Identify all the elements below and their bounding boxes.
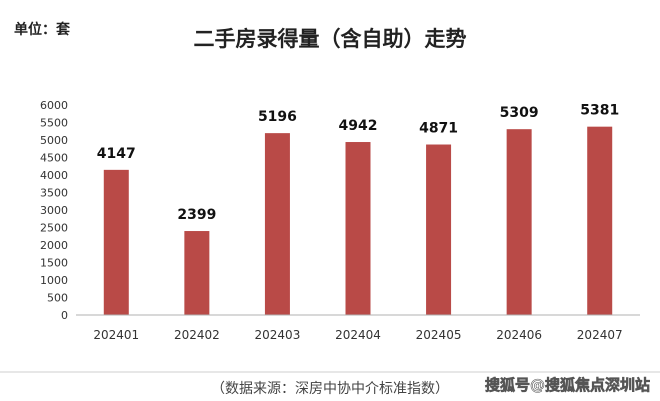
y-axis: 0 500 1000 1500 2000 2500 3000 3500 4000 4500 5000…: [40, 99, 68, 322]
y-tick-label: 6000: [40, 99, 68, 112]
x-tick-label: 202406: [496, 328, 542, 342]
y-tick-label: 3000: [40, 204, 68, 217]
x-tick-label: 202407: [577, 328, 623, 342]
x-tick-label: 202403: [255, 328, 301, 342]
data-label: 5196: [258, 109, 297, 125]
data-label: 4942: [339, 118, 378, 134]
x-tick-label: 202405: [416, 328, 462, 342]
source-note: （数据来源：深房中协中介标准指数）: [211, 381, 449, 397]
y-tick-label: 500: [47, 292, 68, 305]
y-tick-label: 5500: [40, 117, 68, 130]
bar-202402: [184, 231, 210, 315]
data-label: 2399: [177, 207, 216, 223]
chart-title: 二手房录得量（含自助）走势: [194, 26, 467, 51]
y-tick-label: 2500: [40, 222, 68, 235]
x-axis: 202401 202402 202403 202404 202405 202406 2024…: [76, 314, 640, 342]
x-tick-label: 202404: [335, 328, 381, 342]
bar-202403: [264, 133, 290, 315]
x-tick-label: 202401: [93, 328, 139, 342]
unit-label: 单位：套: [14, 21, 70, 38]
bar-202407: [587, 126, 613, 315]
y-tick-label: 1000: [40, 274, 68, 287]
bar-202404: [345, 142, 371, 315]
y-tick-label: 5000: [40, 134, 68, 147]
bar-202406: [506, 129, 532, 315]
y-tick-label: 2000: [40, 239, 68, 252]
bar-202401: [103, 169, 129, 315]
data-label: 5309: [500, 105, 539, 121]
data-label: 4871: [419, 121, 458, 137]
bar-series: 4147 2399 5196 4942 4871 5309 5381: [97, 103, 619, 315]
y-tick-label: 4500: [40, 152, 68, 165]
data-label: 5381: [580, 103, 619, 119]
watermark: 搜狐号@搜狐焦点深圳站: [485, 376, 650, 394]
y-tick-label: 3500: [40, 187, 68, 200]
bar-202405: [426, 144, 452, 315]
y-tick-label: 4000: [40, 169, 68, 182]
x-tick-label: 202402: [174, 328, 220, 342]
y-tick-label: 1500: [40, 257, 68, 270]
data-label: 4147: [97, 146, 136, 162]
y-tick-label: 0: [61, 309, 68, 322]
